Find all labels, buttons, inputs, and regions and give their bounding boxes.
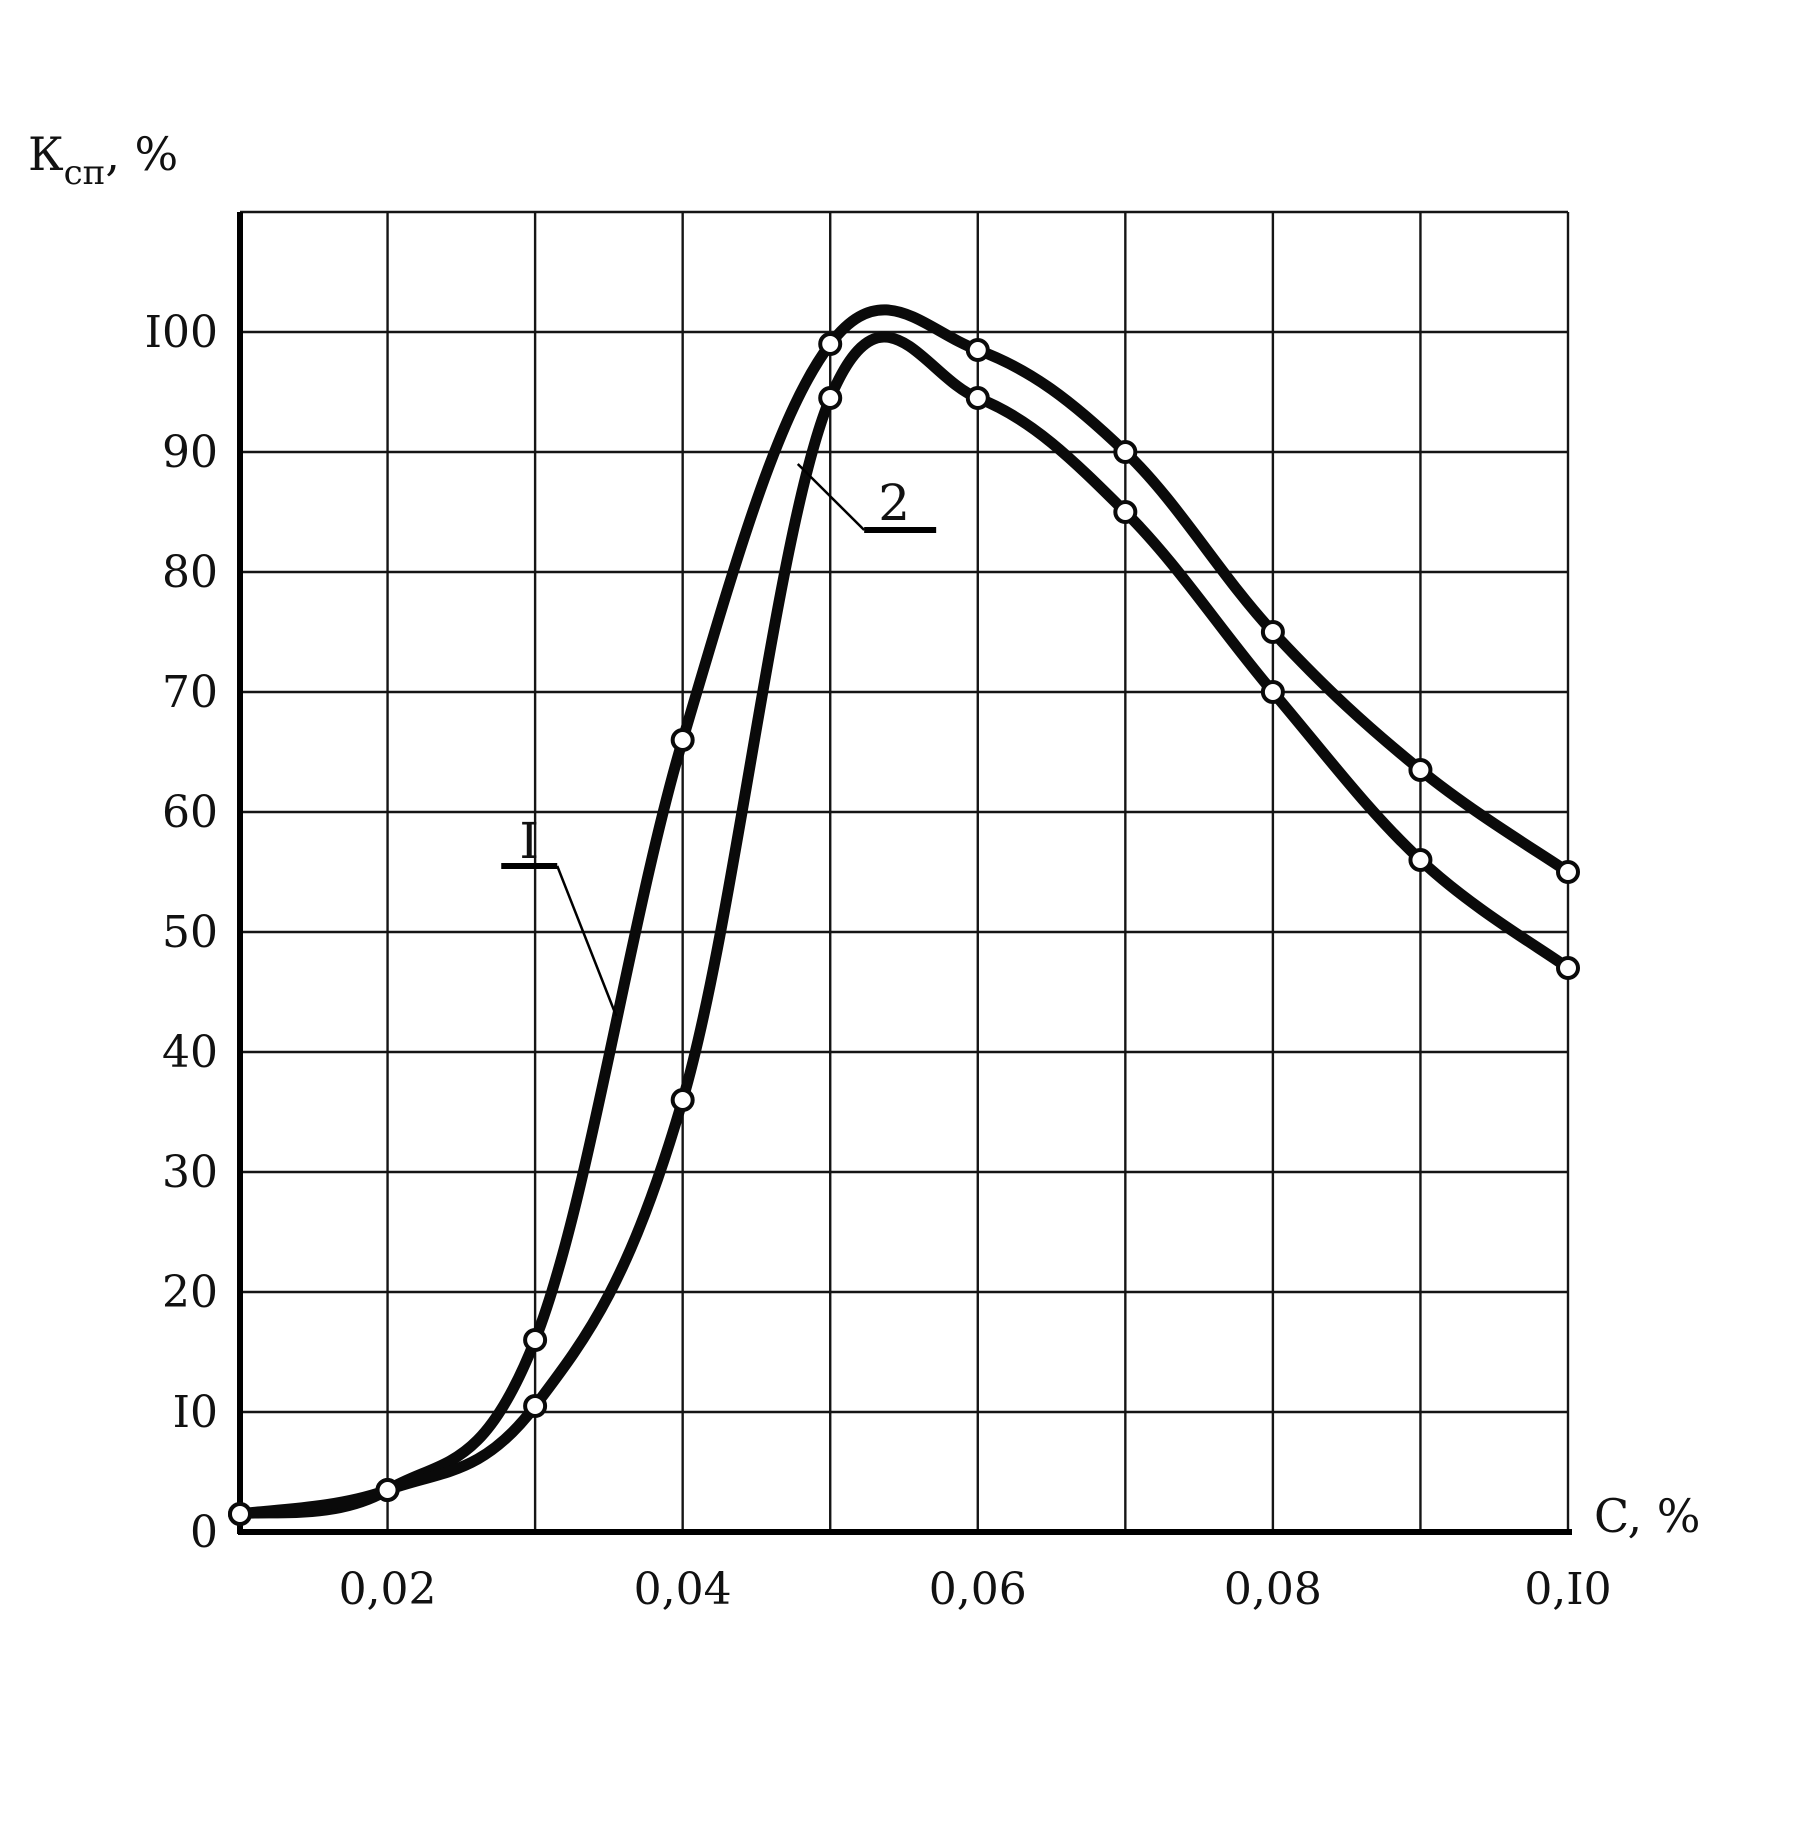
- data-point: [670, 728, 695, 752]
- data-point: [965, 386, 990, 410]
- annotation-leader: [556, 865, 618, 1017]
- y-tick-label: 30: [162, 1147, 218, 1198]
- axes: [237, 212, 1572, 1535]
- data-point: [375, 1478, 400, 1502]
- y-axis-label: Ксп, %: [28, 127, 178, 193]
- tick-labels: 0,02 0,04 0,06 0,08 0,I00I02030405060708090I…: [145, 307, 1612, 1615]
- x-tick-label: 0,08: [1224, 1564, 1322, 1615]
- y-axis-label-suffix: , %: [105, 127, 178, 181]
- data-point: [1113, 440, 1138, 464]
- data-point: [1260, 620, 1285, 644]
- y-tick-label: 90: [162, 427, 218, 478]
- data-point: [1113, 500, 1138, 524]
- data-point: [523, 1394, 548, 1418]
- series-2: [228, 331, 1580, 1526]
- data-point: [1556, 956, 1580, 980]
- y-tick-label: 80: [162, 547, 218, 598]
- annotation-series-2: 2: [796, 463, 937, 533]
- x-tick-label: 0,I0: [1524, 1564, 1611, 1615]
- series-group: I2: [228, 304, 1580, 1526]
- series-label-2: 2: [878, 474, 910, 532]
- y-tick-label: I00: [145, 307, 218, 358]
- y-tick-label: 0: [190, 1507, 218, 1558]
- y-tick-label: 50: [162, 907, 218, 958]
- series-line: [234, 331, 1574, 1520]
- data-point: [1260, 680, 1285, 704]
- data-point: [670, 1088, 695, 1112]
- annotation-series-I: I: [501, 812, 618, 1017]
- data-point: [1408, 758, 1433, 782]
- y-tick-label: 60: [162, 787, 218, 838]
- y-axis-label-sub: сп: [64, 153, 106, 193]
- data-point: [228, 1502, 252, 1526]
- x-tick-label: 0,06: [929, 1564, 1027, 1615]
- x-tick-label: 0,02: [339, 1564, 437, 1615]
- data-point: [818, 386, 843, 410]
- data-point: [1408, 848, 1433, 872]
- x-tick-label: 0,04: [634, 1564, 732, 1615]
- y-axis-label-main: К: [28, 127, 64, 181]
- x-axis-label: C, %: [1594, 1489, 1701, 1543]
- data-point: [965, 338, 990, 362]
- data-point: [1556, 860, 1580, 884]
- y-tick-label: I0: [173, 1387, 218, 1438]
- annotation-leader: [796, 463, 866, 531]
- series-label-I: I: [519, 812, 539, 870]
- y-tick-label: 40: [162, 1027, 218, 1078]
- y-tick-label: 70: [162, 667, 218, 718]
- y-tick-label: 20: [162, 1267, 218, 1318]
- grid: [238, 210, 1570, 1534]
- data-point: [523, 1328, 548, 1352]
- data-point: [818, 332, 843, 356]
